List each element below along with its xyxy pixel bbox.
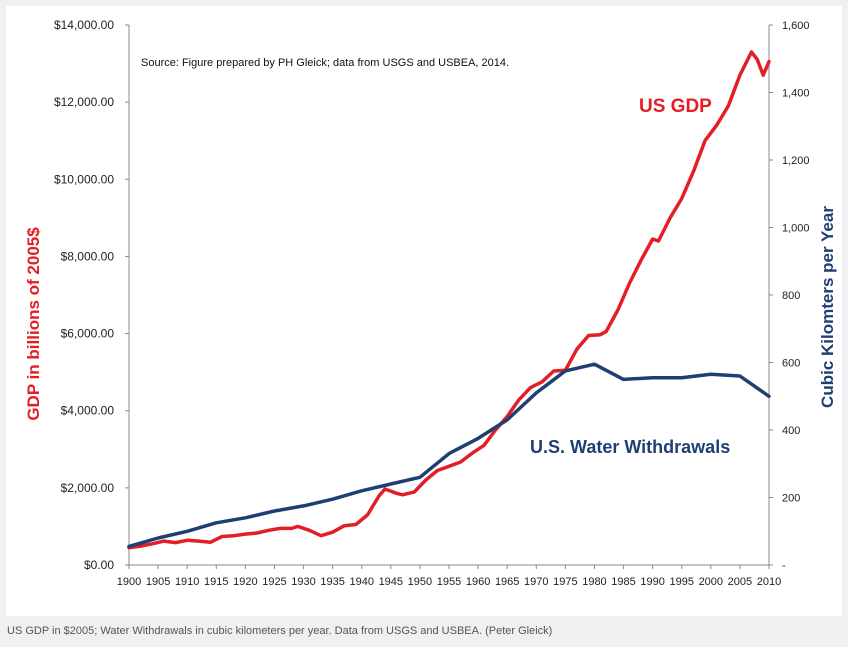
x-tick-label: 1945 <box>379 576 403 588</box>
x-tick-label: 1915 <box>204 576 228 588</box>
x-tick-label: 1970 <box>524 576 548 588</box>
x-tick-label: 1950 <box>408 576 432 588</box>
x-tick-label: 2000 <box>699 576 723 588</box>
x-tick-label: 1960 <box>466 576 490 588</box>
right-tick-label: 1,000 <box>782 223 810 235</box>
right-tick-label: 800 <box>782 290 800 302</box>
left-tick-label: $6,000.00 <box>61 327 115 341</box>
x-tick-label: 1995 <box>669 576 693 588</box>
x-tick-label: 1930 <box>291 576 315 588</box>
chart-figure: $0.00 $2,000.00 $4,000.00 $6,000.00 $8,000.0… <box>6 6 842 616</box>
water-series-line <box>127 362 771 549</box>
left-axis-label: GDP in billions of 2005$ <box>24 227 43 421</box>
x-tick-label: 1925 <box>262 576 286 588</box>
right-axis-label: Cubic Kilomters per Year <box>818 206 837 408</box>
figure-caption: US GDP in $2005; Water Withdrawals in cu… <box>7 625 553 637</box>
source-annotation: Source: Figure prepared by PH Gleick; da… <box>141 57 509 69</box>
right-tick-label: 1,400 <box>782 88 810 100</box>
axes-layer: $0.00 $2,000.00 $4,000.00 $6,000.00 $8,000.0… <box>54 18 810 588</box>
water-series-label: U.S. Water Withdrawals <box>530 437 730 457</box>
right-tick-label: 600 <box>782 358 800 370</box>
right-tick-label: 1,200 <box>782 155 810 167</box>
series-layer <box>127 50 771 550</box>
left-tick-label: $10,000.00 <box>54 172 114 186</box>
x-tick-label: 1990 <box>640 576 664 588</box>
left-tick-label: $8,000.00 <box>61 249 115 263</box>
x-tick-label: 1940 <box>349 576 373 588</box>
chart-svg: $0.00 $2,000.00 $4,000.00 $6,000.00 $8,000.0… <box>24 18 837 588</box>
x-tick-label: 1935 <box>320 576 344 588</box>
x-tick-label: 1900 <box>117 576 141 588</box>
x-tick-label: 1920 <box>233 576 257 588</box>
gdp-series-label: US GDP <box>639 96 712 117</box>
gdp-series-line <box>127 50 771 550</box>
x-tick-label: 1965 <box>495 576 519 588</box>
left-tick-label: $14,000.00 <box>54 18 114 32</box>
right-tick-label: 400 <box>782 425 800 437</box>
right-tick-label: 200 <box>782 493 800 505</box>
left-tick-label: $12,000.00 <box>54 95 114 109</box>
x-tick-label: 2010 <box>757 576 781 588</box>
x-tick-label: 2005 <box>728 576 752 588</box>
x-tick-label: 1985 <box>611 576 635 588</box>
x-tick-label: 1910 <box>175 576 199 588</box>
left-tick-label: $4,000.00 <box>61 404 115 418</box>
right-tick-label: 1,600 <box>782 20 810 32</box>
x-tick-label: 1905 <box>146 576 170 588</box>
left-tick-label: $0.00 <box>84 558 114 572</box>
x-tick-label: 1955 <box>437 576 461 588</box>
right-tick-label: - <box>782 560 786 572</box>
left-tick-label: $2,000.00 <box>61 481 115 495</box>
x-tick-label: 1980 <box>582 576 606 588</box>
x-tick-label: 1975 <box>553 576 577 588</box>
